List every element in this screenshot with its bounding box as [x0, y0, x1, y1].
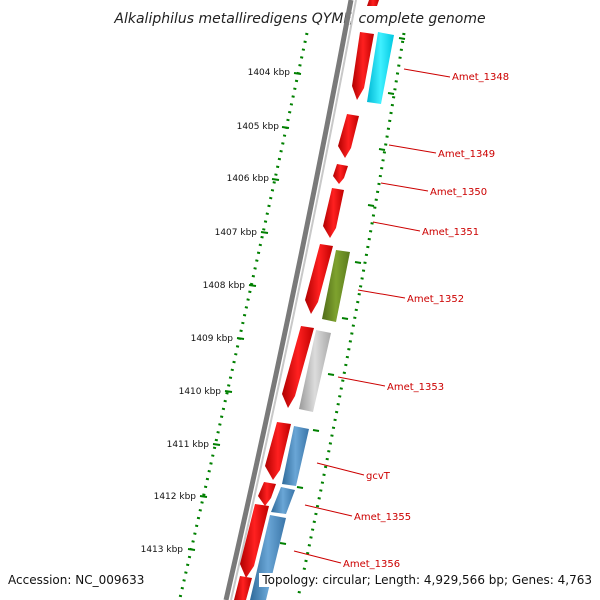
gene-label[interactable]: gcvT	[366, 471, 391, 482]
gene-labels: Amet_1348 Amet_1349 Amet_1350 Amet_1351 …	[343, 72, 509, 570]
gene-label[interactable]: Amet_1352	[407, 294, 464, 305]
kbp-labels: 1404 kbp 1405 kbp 1406 kbp 1407 kbp 1408…	[141, 68, 291, 555]
kbp-label: 1413 kbp	[141, 545, 184, 555]
cds-feature[interactable]	[323, 188, 344, 238]
gene-label[interactable]: Amet_1350	[430, 187, 487, 198]
gene-label[interactable]: Amet_1348	[452, 72, 509, 83]
cds-feature[interactable]	[240, 504, 269, 578]
cyan-feature[interactable]	[367, 32, 394, 104]
gene-label-leaders	[293, 68, 451, 564]
outer-ring-ticks	[279, 37, 406, 545]
gene-label[interactable]: Amet_1356	[343, 559, 400, 570]
cds-feature[interactable]	[367, 0, 379, 6]
kbp-label: 1407 kbp	[215, 228, 258, 238]
cds-feature[interactable]	[338, 114, 359, 158]
cds-feature[interactable]	[333, 164, 348, 184]
gene-label[interactable]: Amet_1353	[387, 382, 444, 393]
kbp-label: 1410 kbp	[179, 387, 222, 397]
inner-ring-ticks	[187, 72, 302, 551]
grey-feature[interactable]	[299, 330, 331, 412]
gene-label[interactable]: Amet_1349	[438, 149, 495, 160]
kbp-label: 1412 kbp	[154, 492, 197, 502]
map-title: Alkaliphilus metalliredigens QYMF, compl…	[113, 11, 485, 27]
genome-backbone-highlight	[230, 0, 357, 600]
gene-label[interactable]: Amet_1351	[422, 227, 479, 238]
kbp-label: 1406 kbp	[227, 174, 270, 184]
gene-label[interactable]: Amet_1355	[354, 512, 411, 523]
cds-feature[interactable]	[352, 32, 374, 100]
cds-feature[interactable]	[265, 422, 291, 480]
blue-feature[interactable]	[271, 487, 295, 514]
kbp-label: 1409 kbp	[191, 334, 234, 344]
genome-backbone	[223, 0, 354, 600]
cds-feature[interactable]	[305, 244, 333, 314]
kbp-label: 1404 kbp	[248, 68, 291, 78]
topology-label: Topology: circular; Length: 4,929,566 bp…	[259, 573, 592, 587]
kbp-label: 1408 kbp	[203, 281, 246, 291]
kbp-label: 1405 kbp	[237, 122, 280, 132]
gene-features	[234, 0, 394, 600]
cds-feature[interactable]	[258, 482, 276, 506]
inner-dotted-ring	[178, 32, 309, 599]
cds-feature[interactable]	[234, 576, 252, 600]
kbp-label: 1411 kbp	[167, 440, 210, 450]
blue-feature[interactable]	[250, 515, 286, 600]
cds-feature[interactable]	[282, 326, 314, 408]
blue-feature[interactable]	[282, 426, 309, 486]
olive-feature[interactable]	[322, 250, 350, 322]
accession-label: Accession: NC_009633	[8, 573, 145, 587]
outer-dotted-ring	[296, 32, 406, 599]
